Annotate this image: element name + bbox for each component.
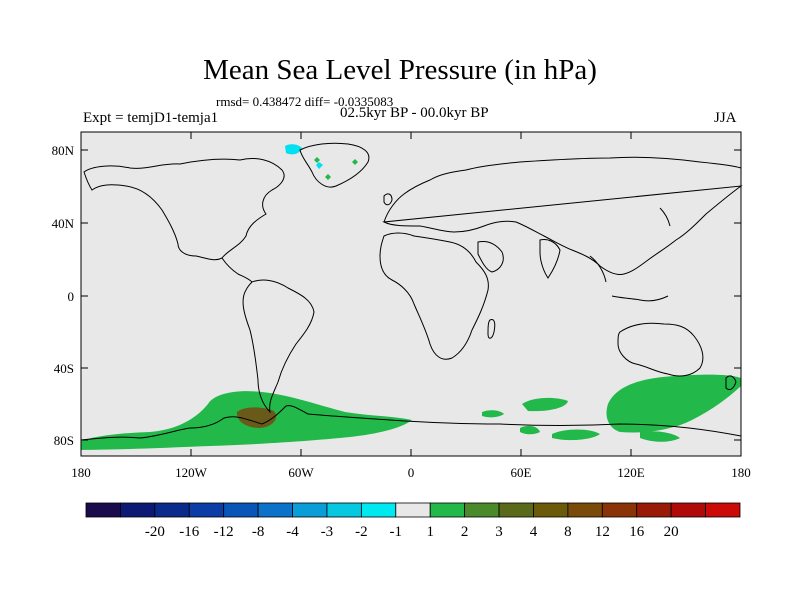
coast-central-america [221,257,253,283]
coast-africa [379,232,489,360]
anomaly-region-greenland-west [316,162,323,169]
coast-australia [617,322,704,377]
colorbar-box [533,502,569,518]
coast-arabia [477,241,504,273]
colorbar-box [326,502,362,518]
lat-label-80s: 80S [54,433,74,448]
colorbar-box [636,502,672,518]
colorbar-labels: -20 -16 -12 -8 -4 -3 -2 -1 1 2 3 4 8 12 16 20 [145,524,679,540]
coast-japan [659,207,671,227]
lon-label-120w: 120W [175,465,208,480]
colorbar-label: 1 [426,524,434,540]
anomaly-region-greenland-marker-2 [325,174,331,180]
colorbar-label: -8 [252,524,265,540]
lon-ticks [80,132,742,456]
coast-europe-asia [382,156,743,275]
stats-label: rmsd= 0.438472 diff= -0.0335083 [216,94,394,109]
colorbar-box [395,502,431,518]
anomaly-region-southern-ocean-band [552,429,600,441]
coast-greenland [299,142,370,188]
colorbar-box [464,502,500,518]
colorbar-box [498,502,534,518]
coast-new-zealand [725,375,737,391]
lon-label-120e: 120E [617,465,645,480]
coast-madagascar [487,319,496,339]
anomaly-region-south-atlantic-patch [482,410,504,418]
period-label: 02.5kyr BP - 00.0kyr BP [340,105,489,121]
lat-ticks [81,149,741,441]
anomaly-region-baffin-bay [285,144,302,155]
colorbar-label: 2 [461,524,469,540]
colorbar-box [705,502,741,518]
lon-label-60w: 60W [288,465,314,480]
colorbar-box [223,502,259,518]
coast-india [539,239,561,279]
colorbar-label: 4 [530,524,538,540]
colorbar-label: -20 [145,524,165,540]
colorbar-label: -3 [321,524,334,540]
anomaly-region-south-indian-patch [520,425,540,435]
anomaly-region-greenland-marker-3 [352,159,358,165]
anomaly-region-south-australia [606,374,741,433]
anomaly-region-amundsen-sea-max [236,407,277,428]
colorbar-label: 8 [564,524,572,540]
colorbar-box [188,502,225,518]
colorbar-box [120,502,156,518]
colorbar-box [601,502,638,518]
lat-label-40n: 40N [52,216,75,231]
colorbar-label: 12 [595,524,610,540]
colorbar [85,502,741,518]
coastlines [80,142,743,441]
colorbar-box [257,502,293,518]
map-title: Mean Sea Level Pressure (in hPa) [203,54,597,86]
colorbar-box [567,502,603,518]
colorbar-label: 3 [495,524,503,540]
lon-label-60e: 60E [511,465,532,480]
coast-uk [383,193,393,206]
anomaly-negative-layer [285,144,323,169]
lat-label-40s: 40S [54,361,74,376]
colorbar-box [85,502,121,518]
colorbar-label: -2 [355,524,368,540]
lat-label-0: 0 [68,289,75,304]
colorbar-label: -16 [179,524,199,540]
experiment-label: Expt = temjD1-temja1 [83,110,219,126]
anomaly-region-antarctic-coast-east [640,431,680,442]
coast-north-america [83,157,285,261]
lon-label-180w: 180 [71,465,91,480]
colorbar-label: -12 [214,524,234,540]
colorbar-box [429,502,466,518]
coast-south-america [242,279,315,414]
lon-label-180e: 180 [731,465,751,480]
colorbar-label: -4 [286,524,299,540]
colorbar-label: 16 [629,524,645,540]
coast-southeast-asia [589,255,669,302]
colorbar-box [670,502,706,518]
season-label: JJA [714,110,737,126]
colorbar-box [292,502,328,518]
coast-antarctica [80,405,742,441]
colorbar-label: 20 [664,524,679,540]
colorbar-box [154,502,190,518]
lat-label-80n: 80N [52,143,75,158]
colorbar-label: -1 [390,524,403,540]
lon-label-0: 0 [408,465,415,480]
anomaly-region-indian-ocean-patch [522,397,568,412]
anomaly-region-greenland-marker-1 [314,157,320,163]
colorbar-box [360,502,397,518]
